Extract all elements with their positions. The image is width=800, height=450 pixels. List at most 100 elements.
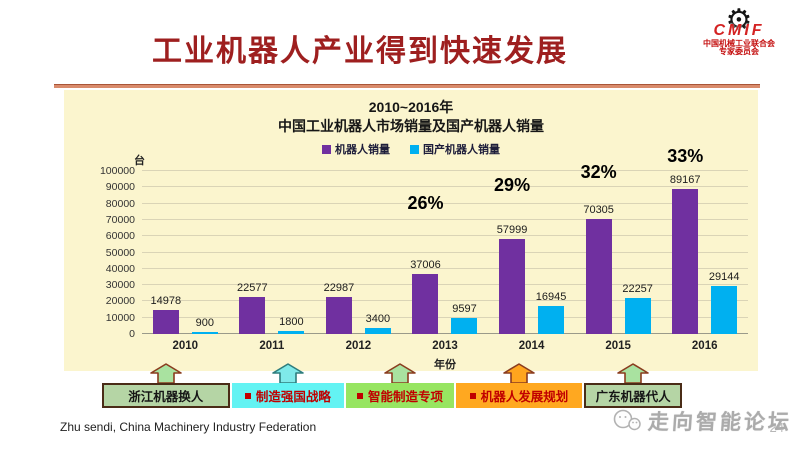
legend-label: 国产机器人销量: [423, 144, 500, 156]
bar-value-label: 14978: [150, 295, 182, 307]
bar-chart-plot-area: 0 10000 20000 30000 40000 50000 60000 70000 8000…: [100, 146, 748, 371]
up-arrow-icon: [149, 363, 182, 384]
bar-value-label: 22257: [622, 283, 653, 295]
watermark-text: 走向智能论坛: [647, 411, 793, 434]
bars: 70305 32% 22257: [575, 162, 662, 334]
bar-value-label: 70305: [583, 204, 614, 216]
x-axis-tick-label: 2011: [259, 340, 285, 352]
y-axis-unit-label: 台: [134, 155, 145, 167]
bar-value-label: 89167: [669, 174, 701, 186]
legend-swatch-purple: [322, 144, 331, 154]
legend-item-domestic-robot-sales: 国产机器人销量: [410, 141, 500, 157]
gridline: [142, 218, 748, 220]
policy-label: 机器人发展规划: [480, 390, 569, 404]
policy-item-5: 广东机器代人: [584, 363, 682, 408]
up-arrow-icon: [384, 363, 416, 384]
bar-domestic-sales-2010: [191, 332, 218, 334]
wechat-icon: [613, 409, 641, 431]
bar-wrap: 37006 26%: [407, 193, 444, 334]
bar-value-label: 29144: [708, 271, 740, 283]
bar-domestic-sales-2011: [278, 331, 305, 334]
bar-domestic-sales-2014: [538, 306, 565, 334]
y-axis-tick-label: 100000: [99, 165, 135, 177]
bar-robot-sales-2016: [672, 189, 699, 334]
policy-item-4: 机器人发展规划: [455, 363, 583, 408]
x-axis-tick-label: 2016: [691, 340, 718, 352]
y-axis-tick-label: 60000: [105, 230, 135, 243]
bars: 57999 29% 16945: [488, 171, 575, 334]
bar-wrap: 70305 32%: [581, 162, 617, 334]
bar-value-label: 16945: [535, 291, 567, 303]
bar-wrap: 22257: [622, 283, 653, 334]
bar-wrap: 29144: [709, 271, 740, 334]
bar-wrap: 57999 29%: [494, 175, 530, 334]
y-axis-tick-label: 10000: [105, 311, 135, 324]
bars: 22577 1800: [229, 171, 316, 334]
bar-domestic-sales-2013: [451, 318, 478, 334]
chart-panel: 2010~2016年 中国工业机器人市场销量及国产机器人销量 机器人销量 国产机…: [64, 90, 758, 371]
bar-wrap: 89167 33%: [667, 146, 703, 334]
x-axis-tick-label: 2013: [432, 340, 458, 352]
x-axis-tick-label: 2015: [605, 340, 631, 352]
bar-value-label: 900: [195, 317, 214, 329]
bar-group-2012: 22987 3400 2012: [315, 171, 402, 352]
bar-domestic-sales-2015: [624, 298, 651, 334]
bar-value-label: 9597: [452, 303, 477, 315]
bar-robot-sales-2010: [152, 310, 179, 334]
growth-percent-label: 26%: [407, 193, 444, 213]
footer-attribution: Zhu sendi, China Machinery Industry Fede…: [60, 420, 317, 434]
gear-icon: ⚙: [725, 4, 753, 37]
x-axis-tick-label: 2014: [518, 340, 545, 352]
bullet-square-icon: [469, 392, 476, 399]
bar-group-2016: 89167 33% 29144 2016: [661, 146, 748, 352]
x-axis-tick-label: 2010: [172, 340, 199, 352]
policy-label: 智能制造专项: [367, 390, 443, 404]
bar-robot-sales-2011: [239, 297, 266, 334]
bar-value-label: 1800: [279, 316, 304, 328]
y-axis-tick-label: 90000: [105, 181, 135, 194]
gridline: [142, 170, 748, 171]
up-arrow-icon: [272, 363, 304, 384]
y-axis-tick-label: 70000: [105, 213, 135, 226]
gridline: [142, 284, 748, 286]
bar-robot-sales-2012: [325, 297, 352, 334]
watermark: 走向智能论坛: [612, 406, 793, 436]
bars: 37006 26% 9597: [402, 171, 489, 334]
policy-box: 浙江机器换人: [102, 383, 230, 408]
y-axis-tick-label: 0: [129, 328, 135, 340]
policy-label: 制造强国战略: [255, 390, 331, 404]
legend-item-robot-sales: 机器人销量: [322, 141, 390, 157]
policy-item-1: 浙江机器换人: [102, 363, 230, 408]
growth-percent-label: 29%: [494, 175, 531, 195]
bar-value-label: 57999: [496, 224, 528, 236]
gridline: [142, 316, 748, 318]
y-axis-tick-label: 80000: [105, 197, 135, 210]
logo-acronym: CMIF: [713, 22, 765, 39]
gridline: [142, 267, 748, 269]
gridline: [142, 186, 748, 188]
cmif-logo: ⚙ CMIF 中国机械工业联合会 专家委员会: [684, 6, 794, 57]
policy-label: 浙江机器换人: [128, 390, 204, 404]
bars: 89167 33% 29144: [661, 146, 748, 334]
bar-value-label: 37006: [410, 259, 441, 271]
bar-value-label: 3400: [365, 313, 391, 325]
up-arrow-icon: [617, 363, 649, 384]
gridline: [142, 333, 748, 334]
logo-org-line2: 专家委员会: [719, 47, 759, 57]
policy-box: 广东机器代人: [584, 383, 682, 408]
bullet-square-icon: [356, 392, 363, 399]
bars: 22987 3400: [315, 171, 402, 334]
logo-org-line1: 中国机械工业联合会: [703, 38, 775, 48]
bar-value-label: 22577: [237, 282, 268, 294]
gridline: [142, 235, 748, 237]
bar-group-2014: 57999 29% 16945 2014: [488, 171, 575, 352]
bar-group-2011: 22577 1800 2011: [229, 171, 316, 352]
page-number: 24: [769, 420, 784, 435]
bar-wrap: 14978: [150, 295, 181, 334]
bullet-square-icon: [244, 392, 251, 399]
title-divider-line: [54, 84, 760, 88]
y-axis-tick-label: 40000: [105, 262, 135, 275]
gridline: [142, 300, 748, 302]
y-axis-tick-label: 30000: [105, 279, 135, 292]
